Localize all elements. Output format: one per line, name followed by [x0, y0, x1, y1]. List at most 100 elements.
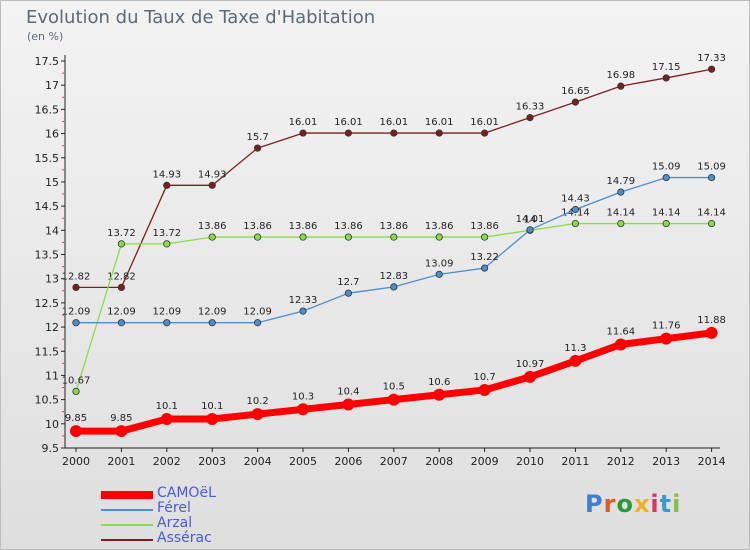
data-point	[707, 65, 716, 73]
data-point	[254, 144, 262, 152]
data-point	[705, 326, 718, 339]
data-point	[707, 173, 716, 182]
legend-swatch-ferel	[101, 509, 153, 511]
legend-swatch-camoel	[101, 491, 153, 499]
y-tick-label: 13	[45, 273, 59, 286]
y-tick-label: 11.5	[35, 345, 60, 358]
data-point	[344, 129, 352, 137]
data-label: 13.22	[470, 252, 499, 263]
data-label: 15.09	[652, 162, 681, 173]
data-label: 10.4	[337, 386, 359, 397]
data-label: 10.7	[473, 372, 495, 383]
x-tick-label: 2003	[198, 455, 226, 468]
data-point	[662, 173, 670, 182]
data-label: 11.64	[606, 326, 635, 337]
y-tick-label: 12.5	[35, 297, 60, 310]
data-label: 12.09	[62, 307, 91, 318]
data-label: 14.93	[198, 169, 227, 180]
y-tick-label: 17	[45, 79, 59, 92]
chart-title: Evolution du Taux de Taxe d'Habitation	[26, 7, 376, 28]
data-point	[707, 219, 716, 228]
data-label: 13.72	[107, 228, 136, 239]
data-point	[614, 338, 627, 351]
data-point	[254, 319, 262, 327]
data-label: 13.86	[198, 221, 227, 232]
data-label: 10.67	[62, 375, 91, 386]
data-label: 10.3	[292, 391, 314, 402]
data-point	[480, 233, 489, 241]
data-point	[117, 240, 126, 248]
data-point	[662, 219, 670, 228]
x-tick-label: 2000	[62, 455, 90, 468]
legend-label-camoel: CAMOëL	[157, 485, 216, 501]
x-tick-label: 2005	[289, 455, 317, 468]
data-point	[390, 283, 398, 291]
y-tick-label: 10	[45, 418, 59, 431]
data-label: 14.43	[561, 194, 590, 205]
proxiti-logo: Proxiti	[585, 490, 682, 518]
data-point	[299, 129, 307, 137]
x-tick-label: 2002	[153, 455, 181, 468]
data-label: 15.09	[697, 162, 726, 173]
x-tick-label: 2011	[561, 455, 589, 468]
data-label: 12.82	[62, 271, 91, 282]
data-point	[297, 403, 309, 416]
x-tick-label: 2001	[107, 455, 135, 468]
y-tick-label: 17.5	[35, 55, 60, 68]
data-point	[617, 82, 625, 90]
data-point	[662, 74, 670, 82]
data-label: 14	[524, 214, 537, 225]
y-tick-label: 15.5	[35, 152, 60, 165]
y-tick-label: 14.5	[35, 200, 60, 213]
legend-swatch-arzal	[101, 524, 153, 526]
x-tick-label: 2013	[652, 455, 680, 468]
data-label: 16.01	[289, 117, 318, 128]
legend-label-arzal: Arzal	[157, 515, 193, 531]
data-point	[433, 388, 446, 401]
data-label: 14.93	[152, 169, 181, 180]
y-tick-label: 15	[45, 176, 59, 189]
y-tick-label: 11	[45, 369, 59, 382]
data-label: 17.33	[697, 53, 726, 64]
y-tick-label: 9.5	[42, 442, 60, 455]
data-label: 16.33	[516, 102, 545, 113]
data-label: 10.1	[201, 401, 223, 412]
x-tick-label: 2007	[380, 455, 408, 468]
data-point	[571, 205, 580, 214]
data-point	[117, 283, 126, 291]
data-point	[117, 319, 126, 327]
data-label: 16.01	[379, 117, 408, 128]
legend-label-asserac: Assérac	[157, 530, 212, 546]
data-label: 10.2	[246, 396, 268, 407]
data-point	[390, 233, 398, 241]
data-point	[163, 240, 171, 248]
data-label: 16.01	[334, 117, 363, 128]
y-tick-label: 13.5	[35, 249, 60, 262]
data-point	[569, 354, 582, 367]
data-label: 11.3	[564, 343, 586, 354]
data-label: 13.86	[379, 221, 408, 232]
data-point	[660, 332, 673, 345]
data-point	[160, 412, 173, 425]
data-label: 12.09	[107, 307, 136, 318]
data-point	[208, 181, 216, 189]
data-point	[387, 393, 400, 406]
data-label: 11.76	[652, 321, 681, 332]
data-label: 9.85	[65, 413, 87, 424]
data-label: 12.82	[107, 271, 136, 282]
data-label: 9.85	[110, 413, 132, 424]
data-label: 13.86	[470, 221, 499, 232]
y-tick-label: 16.5	[35, 103, 60, 116]
data-point	[480, 264, 489, 272]
data-label: 14.14	[652, 208, 681, 219]
data-label: 12.83	[379, 271, 408, 282]
data-point	[299, 307, 307, 315]
y-tick-label: 10.5	[35, 394, 60, 407]
data-label: 17.15	[652, 62, 681, 73]
data-point	[72, 387, 80, 396]
data-label: 13.86	[425, 221, 454, 232]
data-label: 10.6	[428, 377, 450, 388]
data-label: 10.5	[383, 382, 405, 393]
x-tick-label: 2010	[516, 455, 544, 468]
